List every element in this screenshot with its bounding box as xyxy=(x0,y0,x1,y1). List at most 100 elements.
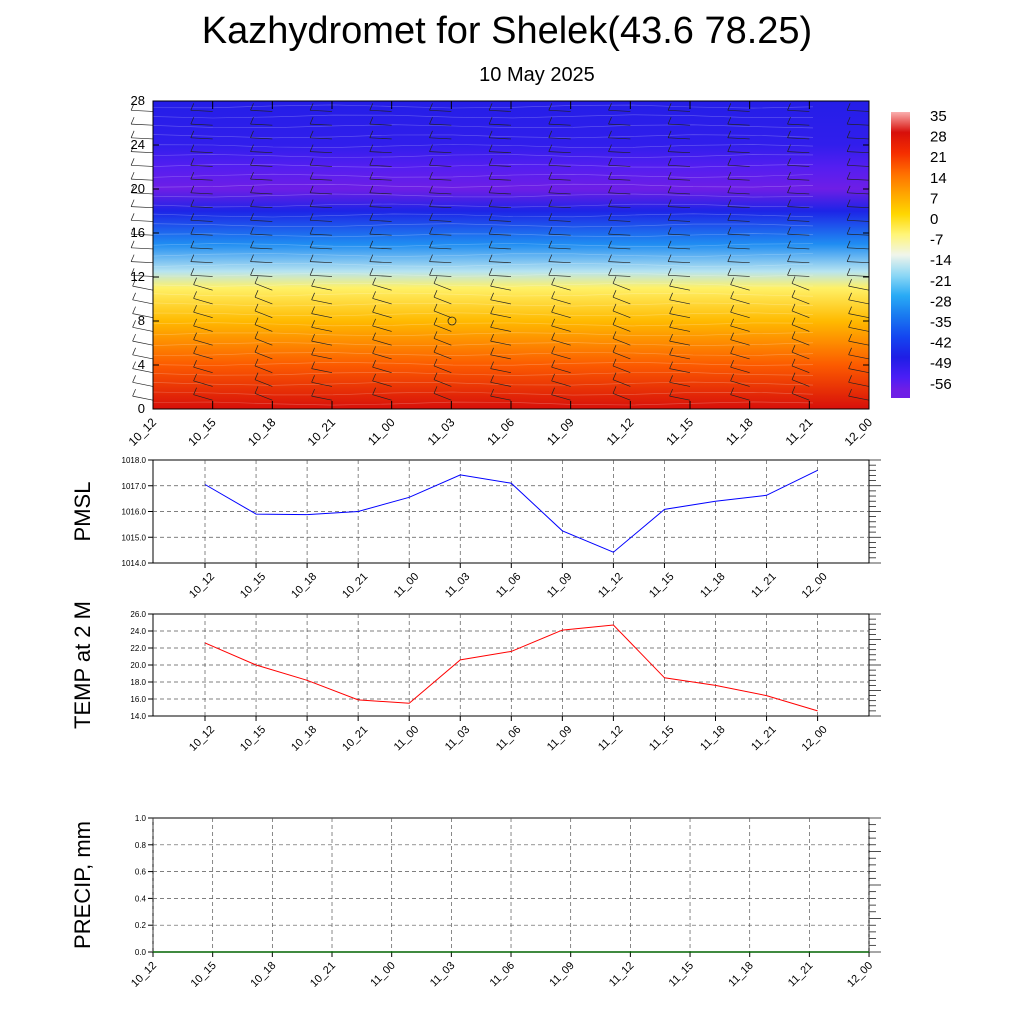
wind-barb xyxy=(669,395,691,401)
wind-barb-flag xyxy=(190,103,195,111)
wind-barb xyxy=(612,296,631,305)
y-tick-label: 1.0 xyxy=(135,814,147,823)
wind-barb xyxy=(132,285,154,291)
wind-barb xyxy=(608,178,631,181)
y-tick-label: 24.0 xyxy=(130,627,146,636)
isotherm-line xyxy=(152,154,814,158)
wind-barb xyxy=(250,274,273,277)
isotherm-line xyxy=(152,282,814,287)
wind-barb xyxy=(551,366,571,374)
wind-barb xyxy=(551,339,571,346)
wind-barb xyxy=(608,233,631,236)
wind-barb xyxy=(608,261,631,264)
wind-barb-flag xyxy=(551,346,555,354)
wind-barb-flag xyxy=(309,171,314,180)
y-tick-label: 0.4 xyxy=(135,894,147,903)
wind-barb-flag xyxy=(551,277,555,285)
wind-barb-flag xyxy=(193,346,197,354)
wind-barb xyxy=(429,164,452,167)
wind-barb xyxy=(489,233,512,236)
wind-barb-flag xyxy=(132,388,136,397)
wind-barb xyxy=(369,151,392,154)
wind-barb xyxy=(608,274,631,277)
wind-barb xyxy=(608,123,631,126)
wind-barb-flag xyxy=(787,268,791,276)
wind-barb xyxy=(250,233,273,236)
y-tick-label: 18.0 xyxy=(130,678,146,687)
wind-barb xyxy=(489,219,512,222)
wind-barb-flag xyxy=(193,277,197,285)
wind-barb-flag xyxy=(369,171,374,180)
wind-barb xyxy=(848,340,870,346)
wind-barb-flag xyxy=(669,320,673,328)
wind-barb-flag xyxy=(612,317,617,325)
wind-barb xyxy=(250,109,273,112)
x-tick-label: 11_03 xyxy=(443,571,473,601)
wind-barb xyxy=(612,338,631,346)
wind-barb-flag xyxy=(309,226,314,235)
wind-barb xyxy=(131,123,154,126)
wind-barb xyxy=(250,219,273,222)
x-tick-label: 11_12 xyxy=(607,960,637,990)
isotherm-line xyxy=(152,332,814,337)
wind-barb-flag xyxy=(669,292,673,300)
x-tick-label: 12_00 xyxy=(842,415,876,449)
wind-barb-flag xyxy=(130,226,135,235)
wind-barb-flag xyxy=(250,199,254,207)
x-tick-label: 11_18 xyxy=(723,415,756,448)
cross-section-panel: 0 4 8 12 16 20 24 28 10_12 10_15 10_18 10_21 11_00 11… xyxy=(126,93,876,449)
temp-2m-panel: 14.0 16.0 18.0 20.0 22.0 24.0 26.0 10_12 10_15 10… xyxy=(70,601,881,754)
wind-barb xyxy=(250,192,273,195)
wind-barb xyxy=(433,296,452,305)
wind-barb-flag xyxy=(551,360,555,368)
y-axis-label: TEMP at 2 M xyxy=(70,601,95,729)
wind-barb-flag xyxy=(608,213,612,221)
wind-barb-flag xyxy=(433,386,438,394)
wind-barb xyxy=(669,368,691,374)
wind-barb-flag xyxy=(372,318,376,327)
colorbar-label: -28 xyxy=(930,293,952,310)
wind-barb xyxy=(132,354,154,360)
wind-barb-flag xyxy=(548,116,553,125)
wind-barb xyxy=(131,206,154,209)
wind-barb-flag xyxy=(132,347,136,355)
wind-barb-flag xyxy=(846,171,851,180)
wind-barb xyxy=(489,206,512,209)
wind-barb-flag xyxy=(548,103,553,111)
isotherm-line xyxy=(152,302,814,307)
wind-barb-flag xyxy=(730,277,734,285)
wind-barb-flag xyxy=(369,116,374,125)
wind-barb xyxy=(612,310,631,319)
wind-barb-flag xyxy=(488,130,493,138)
wind-barb xyxy=(668,151,691,154)
wind-barb-flag xyxy=(311,306,315,314)
wind-barb-flag xyxy=(608,144,612,152)
wind-barb-flag xyxy=(309,158,314,166)
x-tick-label: 10_12 xyxy=(187,724,217,754)
wind-barb xyxy=(311,354,333,360)
wind-barb-flag xyxy=(309,116,314,125)
wind-barb-flag xyxy=(787,254,791,262)
wind-barb-flag xyxy=(727,254,732,262)
wind-barb xyxy=(429,192,452,195)
wind-barb-flag xyxy=(488,144,493,152)
wind-barb-flag xyxy=(846,158,851,166)
wind-barb-flag xyxy=(369,158,374,166)
wind-barb xyxy=(310,192,333,195)
wind-barb xyxy=(727,123,750,126)
wind-barb-flag xyxy=(311,347,315,355)
wind-barb xyxy=(254,324,273,332)
wind-barb-flag xyxy=(727,158,732,166)
wind-barb-flag xyxy=(309,185,314,193)
wind-barb-flag xyxy=(132,278,136,287)
wind-barb-flag xyxy=(488,254,493,262)
wind-barb xyxy=(730,284,750,291)
wind-barb xyxy=(489,274,512,277)
wind-barb xyxy=(369,219,392,222)
isotherm-line xyxy=(152,193,814,198)
wind-barb-flag xyxy=(551,291,555,299)
wind-barb xyxy=(669,299,691,305)
wind-barb-flag xyxy=(433,303,438,312)
y-tick-label: 8 xyxy=(138,313,145,328)
wind-barb xyxy=(848,368,870,374)
